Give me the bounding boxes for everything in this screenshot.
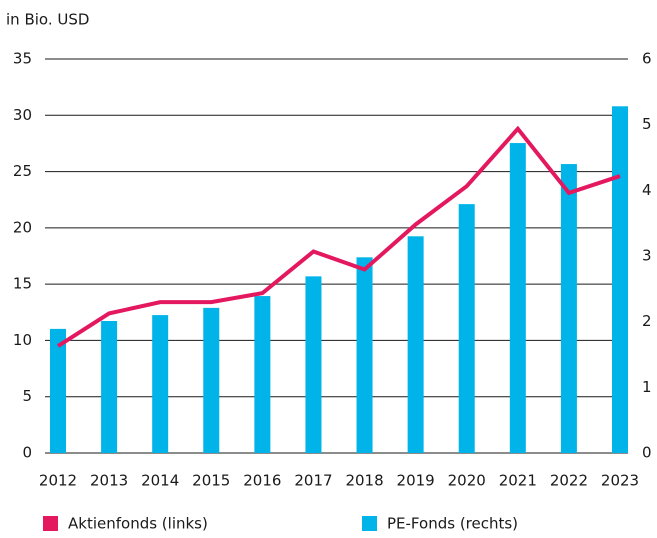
bar bbox=[407, 236, 424, 453]
line bbox=[56, 125, 621, 348]
y2-tick-label: 4 bbox=[642, 181, 652, 199]
x-tick-label: 2015 bbox=[192, 472, 230, 490]
y2-tick-label: 6 bbox=[642, 50, 652, 68]
y-tick-label: 30 bbox=[13, 106, 32, 124]
x-tick-label: 2020 bbox=[448, 472, 486, 490]
y-tick-label: 0 bbox=[22, 444, 32, 462]
x-tick-label: 2019 bbox=[397, 472, 435, 490]
bar bbox=[509, 143, 526, 453]
legend-label: Aktienfonds (links) bbox=[68, 515, 208, 533]
legend-swatch bbox=[362, 516, 377, 531]
bar bbox=[203, 307, 220, 453]
bar bbox=[152, 315, 169, 453]
axis-unit-label: in Bio. USD bbox=[6, 11, 89, 29]
y-tick-label: 10 bbox=[13, 331, 32, 349]
x-tick-label: 2016 bbox=[243, 472, 281, 490]
bar bbox=[305, 276, 322, 453]
y-tick-label: 15 bbox=[13, 275, 32, 293]
y2-tick-label: 0 bbox=[642, 444, 652, 462]
y-tick-label: 5 bbox=[22, 387, 32, 405]
x-tick-label: 2021 bbox=[499, 472, 537, 490]
y2-tick-label: 1 bbox=[642, 378, 652, 396]
bar bbox=[560, 164, 577, 454]
x-tick-label: 2023 bbox=[601, 472, 639, 490]
y-tick-label: 35 bbox=[13, 50, 32, 68]
bar bbox=[612, 106, 628, 453]
y-tick-label: 20 bbox=[13, 218, 32, 236]
legend-label: PE-Fonds (rechts) bbox=[387, 515, 518, 533]
x-tick-label: 2012 bbox=[39, 472, 77, 490]
y2-tick-label: 3 bbox=[642, 247, 652, 265]
bar bbox=[356, 257, 373, 453]
x-tick-label: 2022 bbox=[550, 472, 588, 490]
bar bbox=[101, 321, 118, 453]
x-tick-label: 2018 bbox=[345, 472, 383, 490]
bar bbox=[254, 296, 271, 453]
x-tick-label: 2017 bbox=[294, 472, 332, 490]
x-tick-label: 2013 bbox=[90, 472, 128, 490]
legend-swatch bbox=[43, 516, 58, 531]
y-tick-label: 25 bbox=[13, 162, 32, 180]
y2-tick-label: 5 bbox=[642, 115, 652, 133]
x-tick-label: 2014 bbox=[141, 472, 179, 490]
bar bbox=[458, 204, 475, 453]
bar bbox=[50, 328, 66, 453]
y2-tick-label: 2 bbox=[642, 312, 652, 330]
